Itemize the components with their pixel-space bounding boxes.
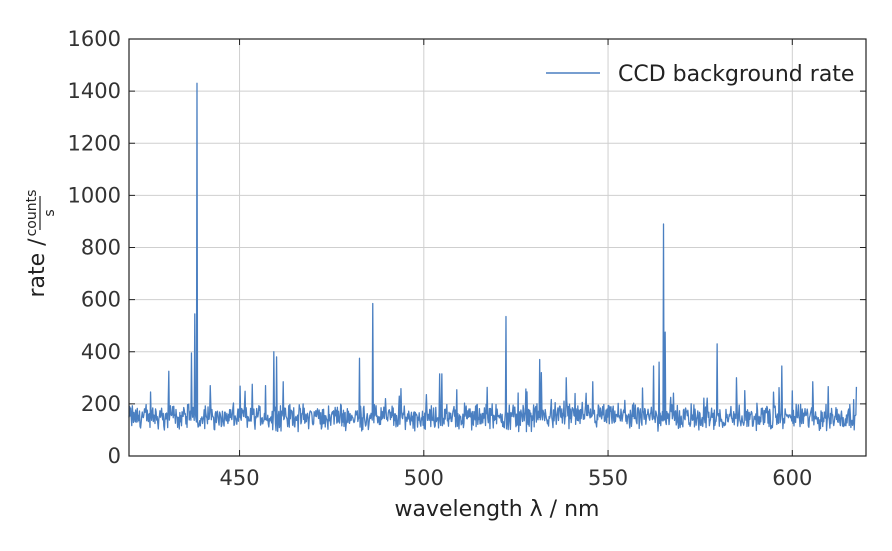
tick-marks — [129, 38, 866, 457]
series-layer — [128, 82, 858, 433]
x-tick-label: 600 — [772, 466, 812, 490]
y-tick-label: 600 — [81, 288, 121, 312]
x-tick-label: 450 — [220, 466, 260, 490]
legend: CCD background rate — [546, 62, 854, 87]
x-tick-label: 500 — [404, 466, 444, 490]
y-axis-title-main: rate / — [25, 238, 50, 298]
y-tick-label: 1400 — [68, 79, 121, 103]
y-tick-label: 0 — [108, 444, 121, 468]
y-tick-label: 1600 — [68, 27, 121, 51]
y-tick-label: 200 — [81, 392, 121, 416]
y-axis-title-numerator: counts — [24, 190, 40, 237]
y-tick-label: 800 — [81, 236, 121, 260]
x-axis-title: wavelength λ / nm — [395, 497, 600, 522]
legend-label: CCD background rate — [618, 62, 854, 87]
y-axis-title-denominator: s — [42, 209, 58, 216]
grid-lines — [129, 38, 866, 457]
series-line-ccd-background-rate — [128, 82, 858, 433]
x-tick-label: 550 — [588, 466, 628, 490]
y-tick-label: 400 — [81, 340, 121, 364]
y-axis-title: rate / counts s — [24, 190, 58, 298]
tick-labels: 450 500 550 600 0 200 400 600 800 1000 1200 1400 160… — [68, 27, 813, 490]
y-tick-label: 1000 — [68, 183, 121, 207]
y-tick-label: 1200 — [68, 131, 121, 155]
